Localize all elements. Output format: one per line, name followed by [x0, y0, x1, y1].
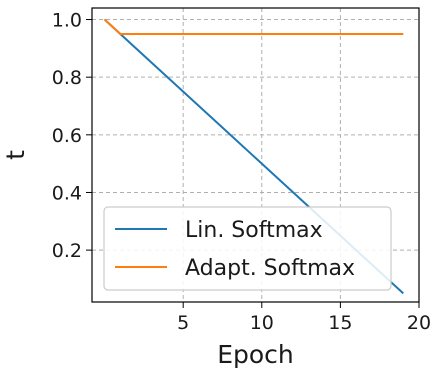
x-tick-label: 20	[407, 312, 431, 334]
legend-label: Adapt. Softmax	[185, 256, 355, 281]
y-axis-ticks: 0.2 0.4 0.6 0.8 1.0	[52, 10, 92, 262]
y-tick-label: 0.8	[52, 67, 82, 89]
x-tick-label: 15	[328, 312, 352, 334]
y-axis-label: t	[1, 150, 30, 160]
legend: Lin. Softmax Adapt. Softmax	[103, 206, 392, 291]
y-tick-label: 0.6	[52, 125, 82, 147]
legend-box	[103, 206, 392, 291]
plot-frame	[91, 7, 420, 303]
y-tick-label: 1.0	[52, 10, 82, 32]
series-line-1	[103, 18, 404, 35]
y-tick-label: 0.4	[52, 182, 82, 204]
x-tick-label: 10	[250, 312, 274, 334]
legend-label: Lin. Softmax	[185, 218, 323, 243]
x-axis-label: Epoch	[217, 340, 294, 369]
x-axis-ticks: 5 10 15 20	[177, 302, 431, 334]
y-tick-label: 0.2	[52, 240, 82, 262]
x-tick-label: 5	[177, 312, 189, 334]
